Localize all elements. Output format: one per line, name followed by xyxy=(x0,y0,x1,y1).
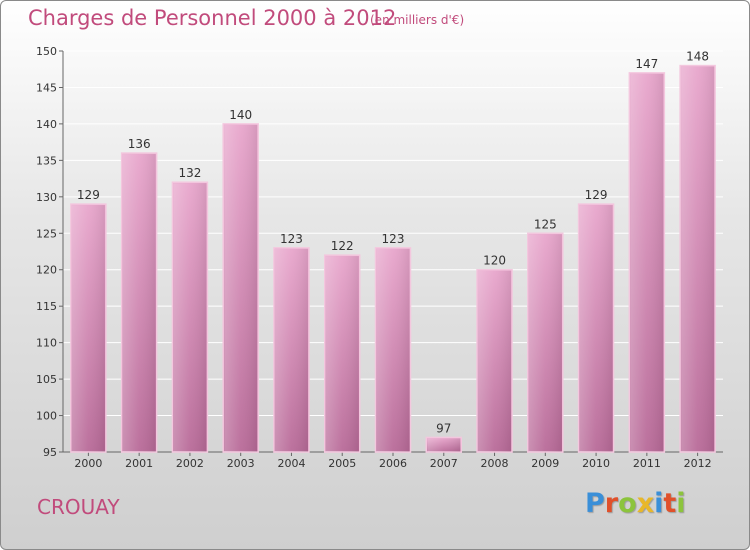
bar-sheen xyxy=(325,256,359,452)
data-label: 140 xyxy=(229,108,252,122)
y-tick-label: 100 xyxy=(36,410,57,423)
bar-sheen xyxy=(681,66,715,452)
data-label: 123 xyxy=(280,232,303,246)
x-tick-label: 2002 xyxy=(176,457,204,470)
data-label: 123 xyxy=(382,232,405,246)
x-tick-label: 2003 xyxy=(227,457,255,470)
bar-sheen xyxy=(427,438,461,452)
x-tick-label: 2005 xyxy=(328,457,356,470)
bar-sheen xyxy=(630,73,664,452)
y-tick-label: 95 xyxy=(43,446,57,459)
x-tick-label: 2008 xyxy=(481,457,509,470)
logo-letter: r xyxy=(604,488,619,519)
commune-name: CROUAY xyxy=(37,495,120,519)
data-label: 120 xyxy=(483,254,506,268)
data-label: 122 xyxy=(331,239,354,253)
bar-sheen xyxy=(579,205,613,452)
bar-sheen xyxy=(274,248,308,452)
y-tick-label: 145 xyxy=(36,81,57,94)
x-tick-label: 2010 xyxy=(582,457,610,470)
chart-title: Charges de Personnel 2000 à 2012 xyxy=(28,6,397,30)
x-tick-label: 2004 xyxy=(277,457,305,470)
x-tick-label: 2011 xyxy=(633,457,661,470)
x-tick-label: 2000 xyxy=(74,457,102,470)
x-tick-label: 2012 xyxy=(684,457,712,470)
x-tick-label: 2001 xyxy=(125,457,153,470)
logo-letter: t xyxy=(663,488,677,519)
data-label: 148 xyxy=(686,50,709,64)
y-tick-label: 130 xyxy=(36,191,57,204)
bar-sheen xyxy=(376,248,410,452)
logo-letter: i xyxy=(654,488,664,519)
data-label: 147 xyxy=(635,57,658,71)
y-tick-label: 125 xyxy=(36,227,57,240)
bars xyxy=(70,64,716,453)
proxiti-logo[interactable]: Proxiti xyxy=(585,488,686,519)
bar-sheen xyxy=(173,183,207,452)
logo-letter: x xyxy=(636,488,655,519)
data-label: 97 xyxy=(436,421,451,435)
bar-sheen xyxy=(478,270,512,452)
data-label: 129 xyxy=(77,188,100,202)
chart-subtitle: (en milliers d'€) xyxy=(370,13,465,27)
logo-letter: i xyxy=(676,488,686,519)
bar-sheen xyxy=(122,154,156,452)
y-tick-label: 120 xyxy=(36,264,57,277)
logo-letter: P xyxy=(585,488,605,519)
x-tick-label: 2009 xyxy=(531,457,559,470)
bar-sheen xyxy=(528,234,562,452)
bar-sheen xyxy=(224,124,258,452)
labels: 95 100 105 110 115 120 125 130 135 140 145 150 129 20… xyxy=(36,45,712,470)
data-label: 125 xyxy=(534,217,557,231)
y-tick-label: 150 xyxy=(36,45,57,58)
y-tick-label: 115 xyxy=(36,300,57,313)
data-label: 132 xyxy=(178,166,201,180)
y-tick-label: 140 xyxy=(36,118,57,131)
y-tick-label: 135 xyxy=(36,154,57,167)
logo-letter: o xyxy=(618,488,637,519)
bar-sheen xyxy=(71,205,105,452)
x-tick-label: 2006 xyxy=(379,457,407,470)
x-tick-label: 2007 xyxy=(430,457,458,470)
y-tick-label: 105 xyxy=(36,373,57,386)
data-label: 136 xyxy=(128,137,151,151)
data-label: 129 xyxy=(585,188,608,202)
y-tick-label: 110 xyxy=(36,337,57,350)
